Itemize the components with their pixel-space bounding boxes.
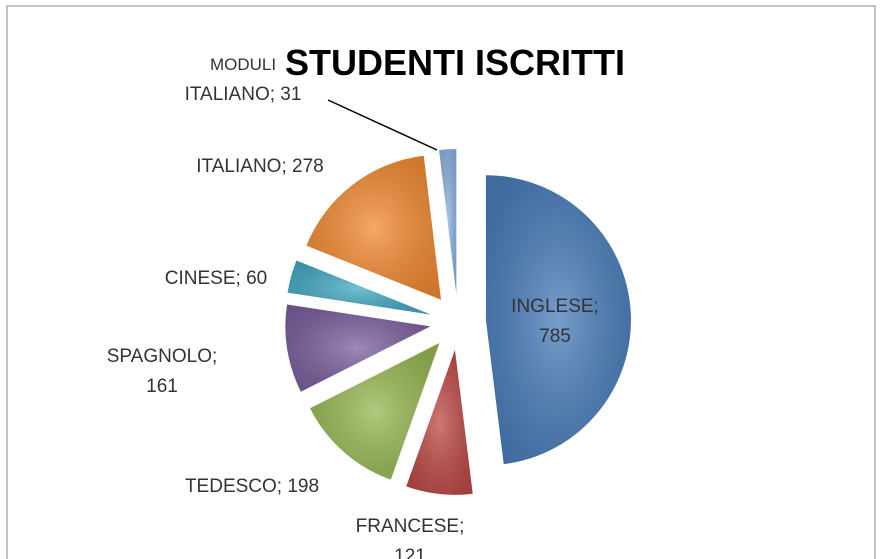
chart-title: STUDENTI ISCRITTI (285, 42, 625, 83)
slice-shade (306, 155, 441, 300)
data-label: SPAGNOLO; 161 (107, 346, 218, 397)
slice-shade (285, 304, 431, 392)
data-label: ITALIANO; 278 (196, 156, 323, 177)
data-label: CINESE; 60 (165, 268, 267, 289)
leader-line (327, 99, 438, 151)
slice-shade (406, 349, 473, 495)
slice-shade (310, 342, 440, 480)
data-label: MODULI ITALIANO; 31 (185, 55, 302, 105)
data-label: INGLESE; 785 (511, 296, 599, 347)
slice-shade (439, 149, 457, 295)
slice-shade (485, 175, 631, 465)
slice-shade (287, 260, 431, 315)
data-label: TEDESCO; 198 (185, 476, 319, 497)
data-label: FRANCESE; 121 (356, 516, 465, 559)
